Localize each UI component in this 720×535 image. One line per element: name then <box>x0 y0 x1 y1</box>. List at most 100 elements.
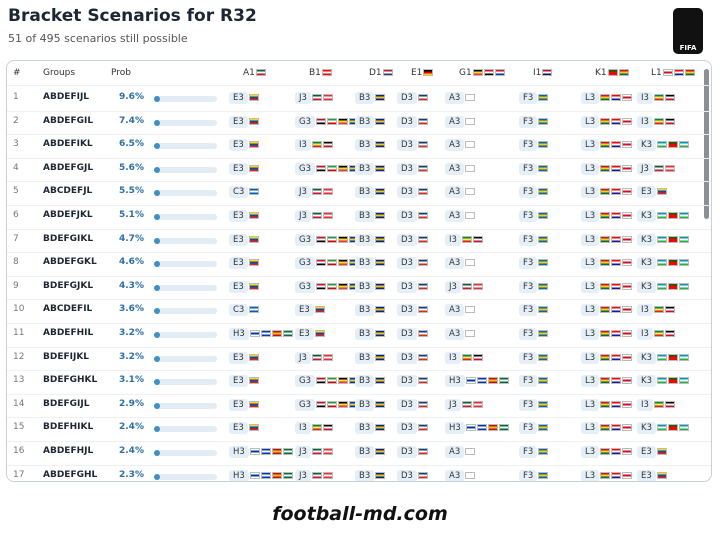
pick-label: L3 <box>581 304 600 317</box>
pick-cell: A3 <box>445 328 476 340</box>
pick-cell: D3 <box>397 257 428 270</box>
row-divider <box>7 181 711 183</box>
flag-icon <box>461 282 472 290</box>
table-card: # Groups Prob A1 B1 D1 E1 G1 I1 K1 L1 1 ABDEFIJL 9.6%… <box>6 60 712 482</box>
flag-icon <box>338 259 348 267</box>
flag-icon <box>271 330 282 337</box>
flag-icon <box>656 212 667 219</box>
flag-icon <box>622 117 633 125</box>
prob-bar <box>154 143 160 150</box>
pick-cell: E3 <box>229 422 259 435</box>
flag-icon <box>622 471 633 479</box>
flag-icon <box>417 471 428 479</box>
row-divider <box>7 134 711 136</box>
flag-icon <box>316 164 326 172</box>
column-header: L1 <box>651 68 695 78</box>
pick-label: J3 <box>295 210 311 222</box>
pick-cell: E3 <box>229 257 259 270</box>
pick-cell: E3 <box>229 115 259 128</box>
pick-cell: G3 <box>295 115 359 128</box>
flag-icon <box>622 424 633 432</box>
pick-label: I3 <box>445 233 461 246</box>
pick-label: E3 <box>229 422 248 435</box>
prob-track <box>154 96 217 102</box>
row-divider <box>7 346 711 348</box>
pick-cell: B3 <box>355 92 386 104</box>
pick-label: A3 <box>445 469 465 481</box>
flag-icon <box>656 353 667 361</box>
flag-icon <box>322 353 333 361</box>
column-header-text: A1 <box>243 68 255 78</box>
table-row: 6 ABDEFJKL 5.1% E3 J3 B3 D3 A3 F3 L3 K3 <box>7 208 697 232</box>
pick-cell: D3 <box>397 280 428 293</box>
flag-icon <box>321 69 332 76</box>
flag-icon <box>622 400 633 408</box>
pick-label: D3 <box>397 304 417 317</box>
scrollbar[interactable] <box>704 69 709 219</box>
pick-label: D3 <box>397 92 417 104</box>
pick-cell: J3 <box>445 398 483 411</box>
pick-cell: L3 <box>581 139 633 152</box>
pick-cell: L3 <box>581 115 633 128</box>
pick-label: I3 <box>445 351 461 364</box>
flag-icon <box>249 330 260 337</box>
flag-icon <box>678 282 689 290</box>
pick-label: L3 <box>581 115 600 128</box>
flag-icon <box>611 164 622 172</box>
flag-icon <box>248 400 259 408</box>
pick-cell: C3 <box>229 186 260 199</box>
flag-icon <box>311 353 322 361</box>
pick-label: I3 <box>637 398 653 411</box>
flag-icon <box>678 235 689 243</box>
column-header: B1 <box>309 68 332 78</box>
pick-label: K3 <box>637 210 656 222</box>
flag-icon <box>465 212 476 219</box>
flag-icon <box>316 117 326 125</box>
pick-label: F3 <box>519 328 538 340</box>
pick-label: I3 <box>295 422 311 435</box>
flag-icon <box>611 424 622 432</box>
pick-cell: H3 <box>229 328 293 340</box>
flag-icon <box>375 235 386 243</box>
flag-icon <box>667 212 678 219</box>
pick-label: B3 <box>355 446 375 458</box>
flag-icon <box>664 400 675 408</box>
flag-icon <box>611 117 622 125</box>
pick-cell: A3 <box>445 446 476 458</box>
pick-label: D3 <box>397 162 417 175</box>
pick-label: H3 <box>229 446 249 458</box>
flag-icon <box>600 282 611 290</box>
pick-label: E3 <box>229 351 248 364</box>
flag-icon <box>311 424 322 432</box>
groups: BDEFGIKL <box>43 233 94 244</box>
flag-icon <box>611 212 622 219</box>
flag-icon <box>622 94 633 101</box>
pick-cell: J3 <box>637 162 675 175</box>
flag-icon <box>417 188 428 196</box>
flag-icon <box>622 259 633 267</box>
prob-bar <box>154 237 160 244</box>
flag-icon <box>417 259 428 267</box>
table-row: 5 ABCDEFJL 5.5% C3 J3 B3 D3 A3 F3 L3 E3 <box>7 184 697 208</box>
flag-icon <box>483 69 494 76</box>
pick-label: J3 <box>445 280 461 293</box>
header-divider <box>7 85 711 86</box>
flag-icon <box>611 94 622 101</box>
row-number: 5 <box>13 186 19 197</box>
flag-icon <box>327 164 337 172</box>
column-header-text: G1 <box>459 68 472 78</box>
groups: BDEFHIKL <box>43 422 94 433</box>
flag-icon <box>611 141 622 149</box>
flag-icon <box>600 330 611 337</box>
flag-icon <box>472 400 483 408</box>
pick-label: F3 <box>519 92 538 104</box>
pick-cell: F3 <box>519 210 549 222</box>
flag-icon <box>611 471 622 479</box>
pick-cell: B3 <box>355 398 386 411</box>
table-row: 15 BDEFHIKL 2.4% E3 I3 B3 D3 H3 F3 L3 K3 <box>7 420 697 444</box>
pick-label: B3 <box>355 304 375 317</box>
flag-icon <box>375 141 386 149</box>
flag-icon <box>260 330 271 337</box>
pick-cell: K3 <box>637 257 689 270</box>
flag-icon <box>271 448 282 455</box>
